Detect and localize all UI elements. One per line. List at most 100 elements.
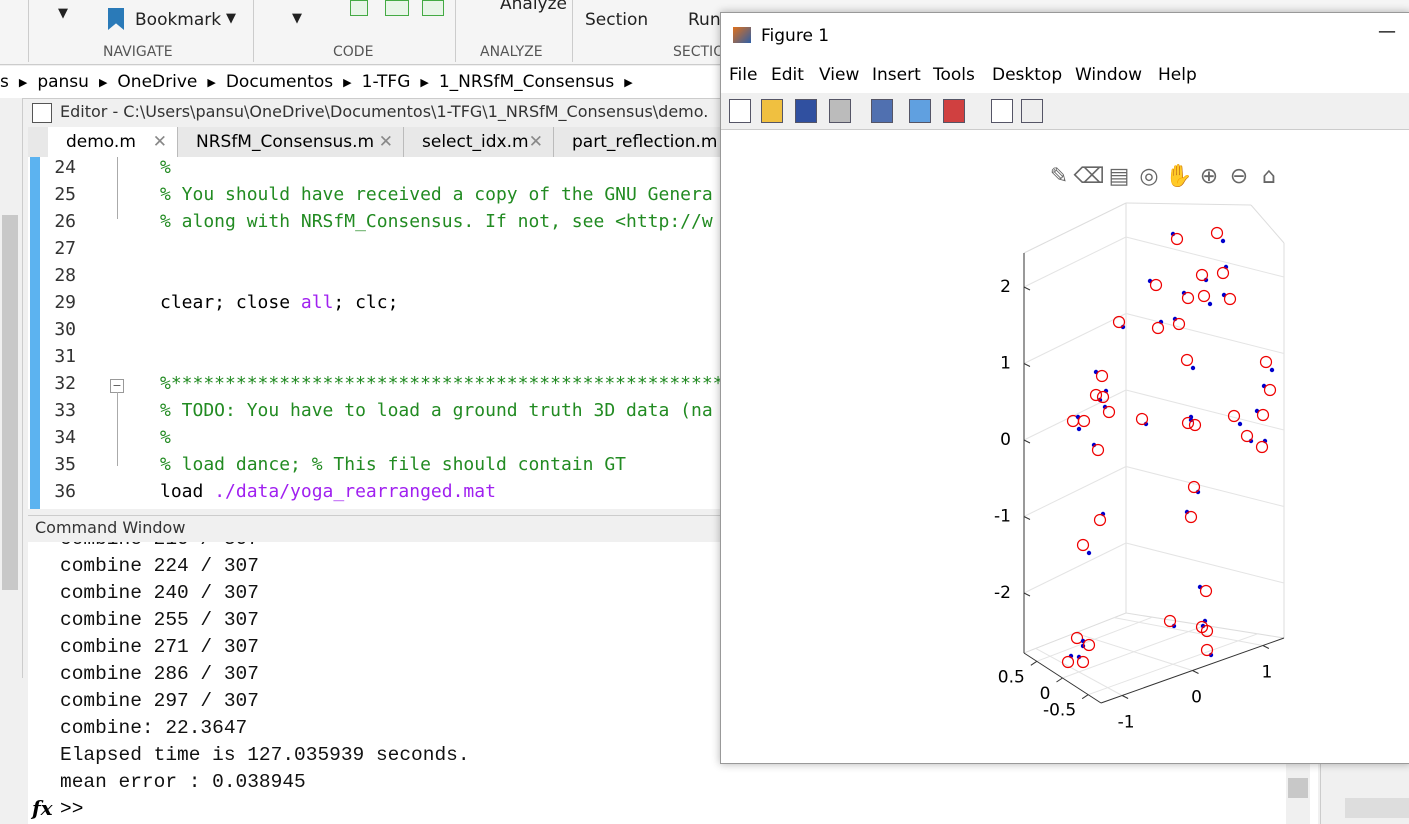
toolbar-button[interactable]	[943, 99, 965, 123]
axes-tool[interactable]: ⊖	[1230, 164, 1248, 189]
reconstructed-point	[1255, 440, 1269, 454]
figure-title: Figure 1	[761, 26, 830, 46]
icon[interactable]	[385, 0, 409, 16]
axes-tool[interactable]: ⊕	[1200, 164, 1218, 189]
tab-label[interactable]: NRSfM_Consensus.m	[196, 132, 375, 152]
tab-label[interactable]: part_reflection.m	[572, 132, 718, 152]
output-line: combine 255 / 307	[60, 609, 259, 631]
run-section-button[interactable]: Section	[585, 10, 649, 30]
menu-item[interactable]: Desktop	[992, 65, 1063, 85]
toolbar-button[interactable]	[761, 99, 783, 123]
breadcrumb[interactable]: pansu	[37, 72, 89, 92]
breadcrumb[interactable]: OneDrive	[117, 72, 198, 92]
menu-item[interactable]: Edit	[771, 65, 804, 85]
icon[interactable]	[350, 0, 368, 16]
toolbar-button[interactable]	[795, 99, 817, 123]
toolbar-button[interactable]	[829, 99, 851, 123]
toolbar-button[interactable]	[909, 99, 931, 123]
fx-icon[interactable]: fx	[32, 796, 53, 820]
divider	[572, 0, 573, 62]
tab-bar: demo.m ✕ NRSfM_Consensus.m ✕ select_idx.m ✕ pa…	[28, 127, 728, 158]
minimize-button[interactable]: —	[1378, 21, 1396, 42]
output-line: combine 297 / 307	[60, 690, 259, 712]
axes-tool[interactable]: ◎	[1139, 164, 1158, 189]
code-line: % load dance; % This file should contain…	[160, 454, 626, 475]
z-tick-label: -1	[994, 507, 1011, 527]
axes-tool[interactable]: ⌫	[1073, 164, 1104, 189]
ground-truth-point	[1190, 365, 1196, 371]
editor-tab[interactable]: NRSfM_Consensus.m ✕	[178, 127, 404, 157]
tab-close[interactable]: ✕	[528, 132, 543, 152]
axes-tool[interactable]: ✎	[1050, 164, 1068, 189]
axes-tool[interactable]: ⌂	[1262, 164, 1276, 189]
code-token: %***************************************…	[160, 373, 724, 394]
ground-truth-point	[1076, 654, 1082, 660]
toolbar-button[interactable]	[991, 99, 1013, 123]
toolbar-button[interactable]	[871, 99, 893, 123]
reconstructed-point	[1070, 631, 1084, 645]
analyze-button[interactable]: Analyze	[500, 0, 567, 14]
tab-close[interactable]: ✕	[152, 132, 167, 152]
ground-truth-point	[1171, 623, 1177, 629]
breadcrumb-arrow: ▶	[207, 75, 216, 89]
menu-item[interactable]: Help	[1158, 65, 1197, 85]
scrollbar-thumb[interactable]	[2, 215, 18, 590]
box-edge	[1023, 202, 1127, 254]
menu-item[interactable]: Window	[1075, 65, 1143, 85]
tab-close[interactable]: ✕	[378, 132, 393, 152]
dropdown-arrow[interactable]: ▼	[226, 11, 236, 26]
icon[interactable]	[422, 0, 444, 16]
menu-item[interactable]: File	[729, 65, 758, 85]
axes: ✎ ⌫ ▤ ◎ ✋ ⊕ ⊖ ⌂210-1-20.50-0.5-101	[721, 130, 1409, 763]
editor-tab[interactable]: part_reflection.m	[554, 127, 728, 157]
breadcrumb[interactable]: 1_NRSfM_Consensus	[438, 72, 615, 92]
code-token: ./data/yoga_rearranged.mat	[214, 481, 496, 502]
tab-label[interactable]: demo.m	[66, 132, 136, 152]
bookmark-button[interactable]: Bookmark	[135, 10, 222, 30]
output-line: combine: 22.3647	[60, 717, 248, 739]
toolbar-button[interactable]	[1021, 99, 1043, 123]
line-number: 33	[54, 400, 76, 421]
reconstructed-point	[1172, 317, 1186, 331]
code-token: %	[160, 427, 171, 448]
reconstructed-point	[1256, 408, 1270, 422]
bookmark-icon[interactable]	[108, 8, 124, 30]
fold-toggle[interactable]: −	[110, 379, 124, 393]
address-bar[interactable]: s ▶ pansu ▶ OneDrive ▶ Documentos ▶ 1-TFG ▶ 1_NRSf…	[0, 66, 1409, 99]
breadcrumb[interactable]: 1-TFG	[361, 72, 411, 92]
line-number: 36	[54, 481, 76, 502]
ground-truth-point	[1091, 442, 1097, 448]
ground-truth-point	[1086, 550, 1092, 556]
breadcrumb[interactable]: Documentos	[225, 72, 334, 92]
ground-truth-point	[1143, 421, 1149, 427]
reconstructed-point	[1227, 409, 1241, 423]
scrollbar-thumb[interactable]	[1345, 798, 1409, 818]
reconstructed-point	[1195, 268, 1209, 282]
command-title: Command Window	[35, 518, 186, 537]
x-tick-label: 1	[1261, 663, 1272, 683]
line-number: 31	[54, 346, 76, 367]
tick-mark	[1023, 439, 1031, 444]
z-tick-label: 0	[1000, 430, 1011, 450]
grid-line	[1035, 647, 1123, 696]
axes-tool[interactable]: ✋	[1165, 163, 1192, 189]
tick-mark	[1023, 516, 1031, 520]
output-line: Elapsed time is 127.035939 seconds.	[60, 744, 470, 766]
toolbar-button[interactable]	[729, 99, 751, 123]
editor-tab[interactable]: demo.m ✕	[48, 127, 178, 157]
axis-line	[1100, 637, 1285, 704]
editor-tab[interactable]: select_idx.m ✕	[404, 127, 554, 157]
tab-label[interactable]: select_idx.m	[422, 132, 529, 152]
scrollbar-thumb[interactable]	[1288, 778, 1308, 798]
menu-item[interactable]: View	[819, 65, 860, 85]
run-button[interactable]: Run	[688, 10, 721, 30]
dropdown-arrow[interactable]: ▼	[58, 6, 68, 21]
dropdown-arrow[interactable]: ▼	[292, 11, 302, 26]
menu-item[interactable]: Tools	[933, 65, 975, 85]
menu-item[interactable]: Insert	[872, 65, 921, 85]
breadcrumb[interactable]: s	[0, 72, 9, 92]
axes-tool[interactable]: ▤	[1109, 164, 1130, 189]
reconstructed-point	[1223, 292, 1237, 306]
reconstructed-point	[1149, 278, 1163, 292]
ground-truth-point	[1181, 290, 1187, 296]
